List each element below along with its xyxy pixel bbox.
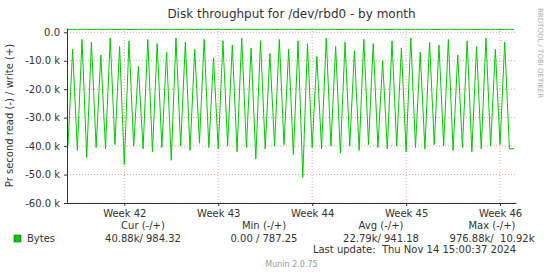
x-tick-mark — [218, 203, 219, 206]
y-grid-line — [67, 60, 516, 61]
x-tick-label: Week 46 — [479, 208, 522, 219]
y-tick-label: 0.0 — [44, 27, 60, 38]
y-tick-label: -10.0 k — [25, 55, 60, 66]
y-grid-line — [67, 146, 516, 147]
chart: Disk throughput for /dev/rbd0 - by month… — [0, 0, 547, 275]
legend-header: Min (-/+) — [242, 220, 286, 231]
y-tick-label: -50.0 k — [25, 169, 60, 180]
x-tick-label: Week 43 — [197, 208, 240, 219]
y-tick: -10.0 k — [25, 55, 67, 66]
y-grid-line — [67, 32, 516, 33]
y-tick-label: -30.0 k — [25, 112, 60, 123]
y-tick-label: -40.0 k — [25, 141, 60, 152]
x-tick-mark — [406, 203, 407, 206]
x-tick-mark — [312, 203, 313, 206]
y-tick: 0.0 — [44, 27, 67, 38]
x-tick: Week 43 — [197, 203, 240, 219]
series-line — [68, 38, 514, 177]
y-tick-label: -20.0 k — [25, 84, 60, 95]
x-grid-line — [218, 28, 219, 203]
y-grid-line — [67, 174, 516, 175]
legend-header: Max (-/+) — [468, 220, 515, 231]
watermark: RRDTOOL / TOBI OETIKER — [536, 8, 544, 98]
last-update: Last update: Thu Nov 14 15:00:37 2024 — [313, 244, 516, 255]
title: Disk throughput for /dev/rbd0 - by month — [167, 7, 415, 21]
legend: Bytes Cur (-/+) Min (-/+) Avg (-/+) Max (-/+… — [14, 220, 535, 244]
y-tick-mark — [64, 118, 67, 119]
y-tick-mark — [64, 32, 67, 33]
y-tick-mark — [64, 146, 67, 147]
x-grid-line — [500, 28, 501, 203]
y-axis-line — [67, 29, 68, 204]
x-tick-label: Week 42 — [103, 208, 146, 219]
legend-stat: 976.88k/ 10.92k — [450, 233, 535, 244]
y-tick-mark — [64, 203, 67, 204]
x-tick-mark — [500, 203, 501, 206]
x-grid-line — [312, 28, 313, 203]
grid — [67, 28, 516, 203]
background — [0, 0, 547, 275]
y-tick-label: -60.0 k — [25, 198, 60, 209]
x-axis: Week 42 Week 43 Week 44 Week 45 Week 46 — [68, 203, 523, 219]
y-tick: -20.0 k — [25, 84, 67, 95]
y-axis-title: Pr second read (-) / write (+) — [4, 44, 15, 187]
y-tick-mark — [64, 61, 67, 62]
legend-stat: 22.79k/ 941.18 — [343, 233, 419, 244]
y-grid-line — [67, 203, 516, 204]
x-axis-line — [68, 203, 517, 204]
legend-stat: 0.00 / 787.25 — [231, 233, 298, 244]
x-tick: Week 45 — [385, 203, 428, 219]
legend-stat: 40.88k/ 984.32 — [105, 233, 181, 244]
x-tick: Week 46 — [479, 203, 522, 219]
x-tick-mark — [124, 203, 125, 206]
legend-swatch — [14, 235, 21, 242]
legend-header: Avg (-/+) — [359, 220, 404, 231]
y-grid-line — [67, 89, 516, 90]
legend-header: Cur (-/+) — [121, 220, 165, 231]
x-tick: Week 42 — [103, 203, 146, 219]
series-line — [68, 29, 514, 30]
y-tick: -50.0 k — [25, 169, 67, 180]
legend-label: Bytes — [27, 233, 55, 244]
y-tick: -30.0 k — [25, 112, 67, 123]
y-axis: 0.0 -10.0 k -20.0 k -30.0 k -40.0 k -50.0 k -6… — [25, 27, 67, 209]
y-tick: -60.0 k — [25, 198, 67, 209]
y-tick-mark — [64, 175, 67, 176]
y-tick-mark — [64, 89, 67, 90]
x-tick: Week 44 — [291, 203, 334, 219]
x-grid-line — [124, 28, 125, 203]
x-grid-line — [406, 28, 407, 203]
y-tick: -40.0 k — [25, 141, 67, 152]
plot-area — [68, 29, 514, 177]
x-tick-label: Week 45 — [385, 208, 428, 219]
credit: Munin 2.0.75 — [265, 260, 317, 269]
x-tick-label: Week 44 — [291, 208, 334, 219]
